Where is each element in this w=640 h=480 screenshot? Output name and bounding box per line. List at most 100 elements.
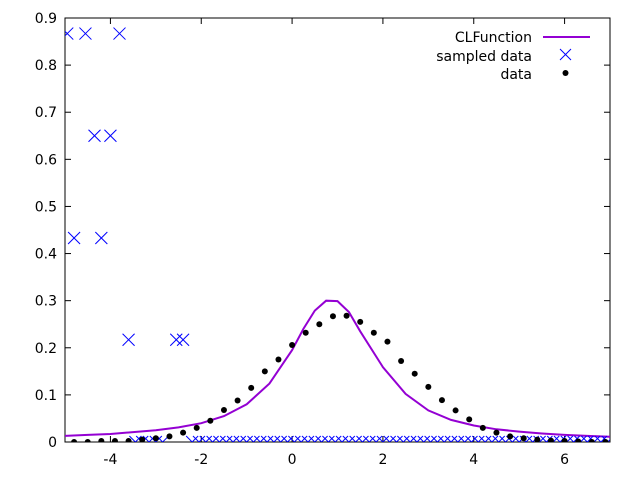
cross-stroke [253, 435, 261, 442]
cross-stroke [470, 435, 478, 442]
data-point-sampled-data [206, 435, 219, 442]
cross-stroke [458, 435, 466, 442]
data-point-data [534, 436, 541, 442]
cross-stroke [368, 435, 376, 442]
cross-stroke [122, 333, 135, 347]
cross-stroke [594, 435, 602, 442]
cross-stroke [553, 435, 561, 442]
y-tick-label: 0.9 [35, 11, 57, 27]
x-tick-label: 6 [560, 452, 569, 468]
data-point-data [234, 397, 241, 404]
legend-swatch-data [562, 70, 569, 76]
cross-stroke [552, 435, 560, 442]
data-point-sampled-data [349, 435, 363, 442]
data-point-data [125, 438, 132, 442]
data-point-data [452, 407, 459, 414]
data-point-sampled-data [417, 435, 431, 442]
cross-stroke [484, 435, 492, 442]
cross-stroke [225, 435, 233, 442]
cross-stroke [169, 333, 183, 347]
cross-stroke [342, 435, 350, 442]
legend: CLFunction sampled data data [436, 30, 590, 83]
data-point-sampled-data [485, 435, 499, 442]
data-point-data [479, 424, 486, 431]
cross-stroke [94, 231, 108, 245]
data-point-sampled-data [67, 231, 81, 245]
data-point-sampled-data [492, 435, 506, 442]
data-point-sampled-data [560, 435, 574, 442]
x-tick-label: -2 [194, 452, 208, 468]
data-point-data [425, 383, 432, 390]
cross-stroke [267, 435, 275, 442]
data-point-sampled-data [431, 435, 444, 442]
data-point-sampled-data [376, 435, 390, 442]
data-point-sampled-data [213, 435, 226, 442]
data-point-sampled-data [135, 435, 149, 442]
x-tick-label: -4 [103, 452, 117, 468]
data-point-sampled-data [149, 435, 163, 442]
data-point-sampled-data [465, 435, 478, 442]
cross-stroke [457, 435, 465, 442]
legend-label-sampled-data: sampled data [436, 49, 532, 65]
cross-stroke [239, 435, 247, 442]
data-point-sampled-data [574, 435, 587, 442]
data-point-sampled-data [226, 435, 240, 442]
cross-stroke [491, 435, 499, 442]
data-point-sampled-data [335, 435, 349, 442]
data-point-sampled-data [478, 435, 492, 442]
cross-stroke [142, 435, 150, 442]
data-point-sampled-data [437, 435, 451, 442]
cross-stroke [218, 435, 226, 442]
cross-stroke [280, 435, 288, 442]
cross-stroke [369, 435, 377, 442]
y-tick-label: 0.1 [35, 388, 57, 404]
cross-stroke [471, 435, 479, 442]
data-point-data [507, 433, 514, 440]
data-point-data [357, 318, 364, 325]
x-tick-label: 4 [469, 452, 478, 468]
data-point-sampled-data [88, 129, 101, 143]
cross-stroke [403, 435, 411, 442]
data-point-sampled-data [322, 435, 335, 442]
cross-stroke [451, 435, 459, 442]
cross-stroke [538, 435, 546, 442]
cross-stroke [354, 435, 363, 442]
cross-stroke [429, 435, 437, 442]
data-point-sampled-data [403, 435, 417, 442]
cross-stroke [600, 435, 608, 442]
data-point-sampled-data [267, 435, 281, 442]
cross-stroke [492, 435, 500, 442]
cross-stroke [240, 435, 248, 442]
cross-stroke [540, 435, 548, 442]
y-tick-label: 0.7 [35, 105, 57, 121]
data-point-data [207, 417, 214, 424]
cross-stroke [274, 435, 282, 442]
data-point-sampled-data [113, 27, 126, 40]
cross-stroke [463, 435, 472, 442]
data-point-sampled-data [240, 435, 254, 442]
cross-stroke [389, 435, 397, 442]
cross-stroke [294, 435, 302, 442]
data-point-data [398, 357, 405, 364]
cross-stroke [546, 435, 554, 442]
data-point-data [602, 439, 609, 442]
data-point-data [111, 438, 118, 442]
data-point-sampled-data [383, 435, 397, 442]
data-point-sampled-data [104, 129, 117, 143]
cross-stroke [199, 435, 207, 442]
cross-stroke [512, 435, 520, 442]
cross-stroke [511, 435, 519, 442]
data-point-sampled-data [129, 435, 142, 442]
y-tick-label: 0.3 [35, 294, 57, 310]
cross-stroke [288, 435, 296, 442]
x-tick-label: 2 [378, 452, 387, 468]
cross-stroke [233, 435, 241, 442]
cross-stroke [301, 435, 309, 442]
cross-stroke [375, 435, 383, 442]
series-line-clfunction [65, 299, 610, 438]
data-point-sampled-data [253, 435, 267, 442]
cross-stroke [390, 435, 398, 442]
data-point-data [575, 438, 582, 442]
cross-stroke [409, 435, 417, 442]
cross-stroke [327, 435, 335, 442]
